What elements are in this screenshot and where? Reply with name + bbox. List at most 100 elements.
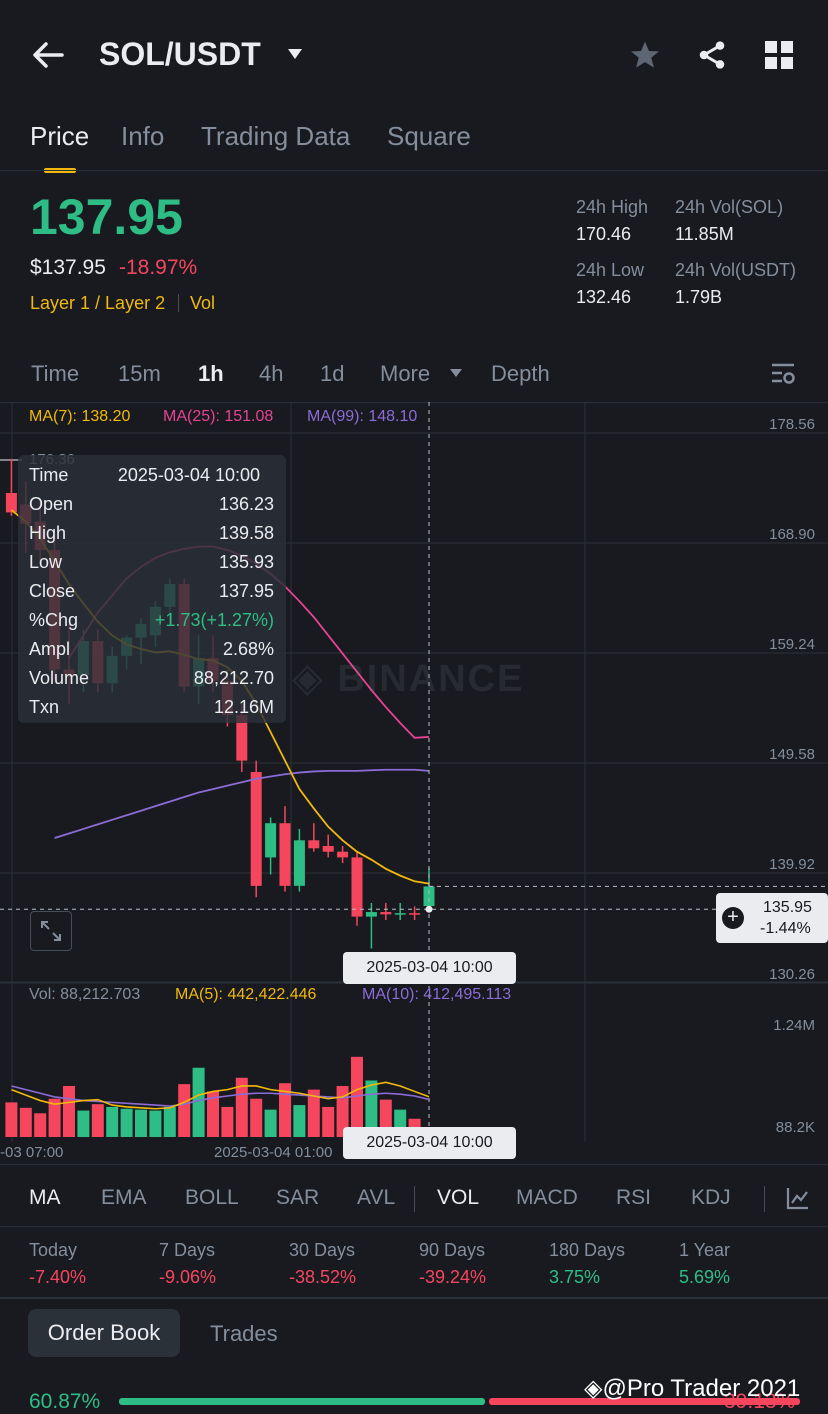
volume-bar	[63, 1085, 75, 1137]
indicator-ema[interactable]: EMA	[101, 1186, 147, 1209]
candle-body	[279, 823, 291, 886]
back-arrow-icon[interactable]	[32, 40, 64, 70]
indicator-macd[interactable]: MACD	[516, 1186, 578, 1209]
ask-ratio-bar	[488, 1398, 800, 1405]
add-alert-icon[interactable]: +	[722, 907, 744, 929]
volume-bar	[307, 1089, 320, 1137]
grid-icon[interactable]	[765, 41, 793, 69]
volume-bar	[149, 1110, 162, 1137]
vol-ma5-legend: MA(5): 442,422.446	[175, 986, 317, 1003]
volume-bar	[264, 1109, 277, 1137]
crosshair-date-tag: 2025-03-04 10:00	[343, 952, 516, 984]
volume-bar	[178, 1084, 191, 1137]
vol-tag[interactable]: Vol	[190, 293, 216, 313]
tab-square[interactable]: Square	[387, 121, 471, 151]
more-caret-icon[interactable]	[449, 368, 463, 378]
volume-bar	[250, 1098, 263, 1137]
price-axis-label: 149.58	[769, 746, 815, 763]
perf-label: 180 Days	[549, 1240, 626, 1260]
tag-separator	[178, 294, 179, 312]
indicator-ma[interactable]: MA	[29, 1186, 61, 1209]
candle-body	[337, 851, 349, 858]
perf-value: -9.06%	[159, 1267, 217, 1287]
candle-body	[423, 886, 435, 907]
perf-label: 90 Days	[419, 1240, 486, 1260]
indicator-sar[interactable]: SAR	[276, 1186, 320, 1209]
tooltip-row-high: High 139.58	[29, 523, 274, 543]
category-tags[interactable]: Layer 1 / Layer 2	[30, 293, 166, 313]
volume-bar	[235, 1077, 248, 1137]
caret-down-icon[interactable]	[287, 48, 303, 60]
interval-time[interactable]: Time	[31, 361, 80, 386]
candle-body	[394, 913, 406, 915]
chart-settings-icon[interactable]	[770, 362, 796, 386]
candle-body	[409, 913, 421, 915]
price-axis-label: 178.56	[769, 416, 815, 433]
ma25-legend: MA(25): 151.08	[163, 408, 274, 425]
volume-bar	[293, 1105, 306, 1137]
indicator-rsi[interactable]: RSI	[616, 1186, 652, 1209]
pair-title[interactable]: SOL/USDT	[99, 36, 261, 72]
vol-axis-bottom: 88.2K	[775, 1119, 815, 1136]
volume-bar	[106, 1106, 119, 1137]
interval-4h[interactable]: 4h	[259, 361, 284, 386]
tab-order-book[interactable]: Order Book	[28, 1309, 180, 1357]
vol-usdt-value: 1.79B	[675, 287, 723, 307]
current-price-tag[interactable]: + 135.95 -1.44%	[716, 893, 828, 943]
binance-logo-icon: ◈	[292, 656, 325, 700]
tooltip-row-txn: Txn 12.16M	[29, 697, 274, 717]
vol-ma10-legend: MA(10): 412,495.113	[362, 986, 512, 1003]
tabs-divider	[0, 170, 828, 171]
price-axis-label: 130.26	[769, 966, 815, 983]
volume-bar	[322, 1106, 335, 1137]
indicator-boll[interactable]: BOLL	[185, 1186, 239, 1209]
tooltip-row-chg: %Chg +1.73(+1.27%)	[29, 610, 274, 630]
time-axis-label: -03 07:00	[0, 1144, 64, 1161]
interval-15m[interactable]: 15m	[118, 361, 161, 386]
tooltip-row-open: Open 136.23	[29, 494, 274, 514]
vol-axis-top: 1.24M	[773, 1017, 815, 1034]
volume-bar	[5, 1102, 18, 1137]
interval-more[interactable]: More	[380, 361, 431, 386]
bid-ratio: 60.87%	[29, 1390, 101, 1413]
volume-bar	[19, 1107, 32, 1137]
interval-1d[interactable]: 1d	[320, 361, 345, 386]
perf-label: 30 Days	[289, 1240, 356, 1260]
candle-body	[265, 823, 277, 858]
volume-bar	[77, 1110, 90, 1137]
current-price-change: -1.44%	[760, 920, 811, 937]
perf-value: -7.40%	[29, 1267, 87, 1287]
indicator-avl[interactable]: AVL	[357, 1186, 396, 1209]
candle-body	[5, 493, 17, 513]
interval-1h[interactable]: 1h	[198, 361, 224, 386]
indicator-top-divider	[0, 1164, 828, 1165]
tab-trades[interactable]: Trades	[210, 1321, 278, 1346]
star-icon[interactable]	[628, 39, 662, 71]
diamond-logo-icon: ◈	[584, 1375, 603, 1402]
indicator-settings-icon[interactable]	[786, 1186, 810, 1210]
perf-value: 3.75%	[549, 1267, 601, 1287]
crosshair-dot	[425, 905, 433, 913]
indicator-bottom-divider	[0, 1226, 828, 1227]
tooltip-row-volume: Volume 88,212.70	[29, 668, 274, 688]
crosshair-date-tag-bottom: 2025-03-04 10:00	[343, 1127, 516, 1159]
price-axis-label: 168.90	[769, 526, 815, 543]
share-icon[interactable]	[696, 39, 728, 71]
indicator-vol[interactable]: VOL	[437, 1186, 480, 1209]
fullscreen-button[interactable]	[30, 911, 72, 951]
ma7-legend: MA(7): 138.20	[29, 408, 131, 425]
tab-trading-data[interactable]: Trading Data	[201, 121, 351, 151]
tab-price[interactable]: Price	[30, 121, 90, 151]
tab-info[interactable]: Info	[121, 121, 165, 151]
candle-tooltip: Time 2025-03-04 10:00 Open 136.23 High 139.…	[18, 455, 286, 723]
tooltip-row-ampl: Ampl 2.68%	[29, 639, 274, 659]
interval-depth[interactable]: Depth	[491, 361, 550, 386]
indicator-kdj[interactable]: KDJ	[691, 1186, 731, 1209]
vol-ma5-line	[11, 1081, 430, 1110]
ask-ratio: 39.13%	[724, 1390, 796, 1413]
top-bar: SOL/USDT	[0, 0, 828, 110]
perf-divider	[0, 1297, 828, 1299]
tooltip-row-low: Low 135.93	[29, 552, 274, 572]
volume-bar	[120, 1108, 133, 1137]
binance-watermark: ◈ BINANCE	[292, 655, 524, 701]
